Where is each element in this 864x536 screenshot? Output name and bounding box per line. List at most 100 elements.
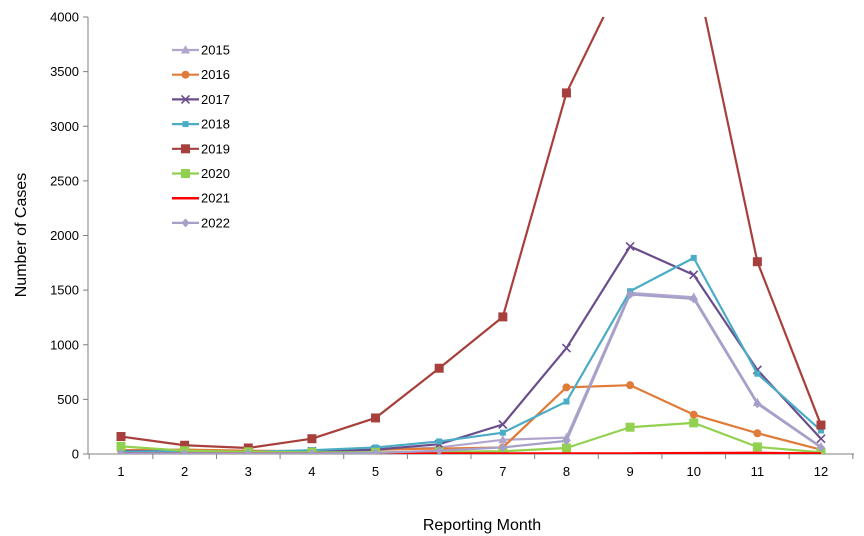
data-point-2017 <box>625 241 635 251</box>
y-tick-label: 3000 <box>50 119 79 134</box>
legend-entry-2017: 2017 <box>172 92 230 107</box>
x-tick-label: 8 <box>563 464 570 479</box>
y-tick-label: 1000 <box>50 337 79 352</box>
x-tick-label: 10 <box>686 464 700 479</box>
data-point-2019 <box>180 440 190 450</box>
legend: 2015 2016 2017 2018 2019 2020 2021 2022 <box>172 43 230 230</box>
x-tick-label: 3 <box>245 464 252 479</box>
series-line-2020 <box>120 421 822 454</box>
legend-label: 2021 <box>201 191 230 206</box>
data-point-2022 <box>626 289 635 299</box>
legend-swatch-marker-stroke <box>180 94 191 104</box>
legend-entry-2016: 2016 <box>172 67 230 82</box>
y-axis-title: Number of Cases <box>13 173 30 298</box>
legend-label: 2022 <box>201 215 230 230</box>
data-point-2018 <box>499 429 506 436</box>
legend-swatch-marker <box>181 218 190 228</box>
y-tick-label: 1500 <box>50 283 79 298</box>
y-tick-label: 4000 <box>50 10 79 25</box>
data-point-2022 <box>562 436 571 446</box>
data-point-2019 <box>371 413 381 423</box>
series-layer <box>116 17 826 454</box>
data-point-2019 <box>116 432 126 442</box>
data-point-2016 <box>753 429 762 438</box>
legend-entry-2018: 2018 <box>172 117 230 132</box>
series-line-2022 <box>121 293 822 454</box>
data-point-2015 <box>498 434 508 444</box>
series-line-2019 <box>120 17 823 450</box>
data-point-2022 <box>498 442 507 452</box>
series-line-2015 <box>120 291 822 454</box>
data-point-2019 <box>434 363 444 373</box>
x-tick-label: 4 <box>308 464 315 479</box>
data-point-2018 <box>563 398 570 405</box>
data-point-2020 <box>116 441 126 451</box>
x-tick-label: 1 <box>117 464 124 479</box>
legend-label: 2017 <box>201 92 230 107</box>
series-line-2016 <box>120 384 822 453</box>
y-tick-label: 500 <box>57 392 79 407</box>
x-axis-title: Reporting Month <box>423 517 541 534</box>
legend-swatch-marker <box>181 169 190 178</box>
data-point-2022 <box>435 446 444 454</box>
data-point-2020 <box>689 418 699 428</box>
legend-entry-2020: 2020 <box>172 166 230 181</box>
data-point-2017-stroke <box>689 270 699 280</box>
legend-label: 2015 <box>201 43 230 58</box>
y-tick-label: 2000 <box>50 228 79 243</box>
y-tick-label: 0 <box>72 447 79 462</box>
data-point-2017-stroke <box>561 343 572 353</box>
data-point-2017-stroke <box>625 241 635 251</box>
data-point-2016 <box>562 383 571 392</box>
data-point-2018 <box>754 370 761 377</box>
data-point-2022 <box>817 442 825 452</box>
y-tick-label: 2500 <box>50 173 79 188</box>
x-tick-label: 12 <box>814 464 828 479</box>
data-point-2017 <box>498 419 508 430</box>
legend-entry-2015: 2015 <box>172 43 230 58</box>
series-2022 <box>117 289 825 454</box>
legend-entry-2022: 2022 <box>172 215 230 230</box>
data-point-2018 <box>436 438 443 445</box>
data-point-2018 <box>818 427 824 434</box>
data-point-2020 <box>625 422 635 432</box>
data-point-2017 <box>816 434 826 444</box>
data-point-2020 <box>752 442 762 452</box>
data-point-2019 <box>752 257 762 267</box>
legend-swatch-marker <box>181 144 190 154</box>
data-point-2022 <box>244 448 253 454</box>
data-point-2017-stroke <box>816 434 826 444</box>
series-2017 <box>116 241 826 454</box>
data-point-2019 <box>307 434 317 444</box>
data-point-2019 <box>498 312 508 322</box>
legend-label: 2016 <box>201 67 230 82</box>
legend-swatch-marker <box>181 45 190 54</box>
series-2018 <box>118 254 824 454</box>
data-point-2020 <box>561 443 571 453</box>
legend-swatch-marker <box>182 121 189 128</box>
legend-swatch-marker <box>180 94 191 104</box>
legend-label: 2018 <box>201 117 230 132</box>
series-line-2018 <box>120 256 822 453</box>
x-tick-label: 5 <box>372 464 379 479</box>
legend-entry-2019: 2019 <box>172 141 230 156</box>
data-point-2022 <box>180 448 189 454</box>
data-point-2022 <box>753 399 762 409</box>
data-point-2022 <box>371 448 380 454</box>
data-point-2016 <box>689 410 698 419</box>
data-point-2022 <box>117 448 125 454</box>
y-tick-label: 3500 <box>50 64 79 79</box>
legend-entry-2021: 2021 <box>172 191 230 206</box>
data-point-2019 <box>816 420 826 430</box>
data-point-2019 <box>561 88 571 98</box>
x-tick-label: 7 <box>499 464 506 479</box>
data-point-2018 <box>372 444 379 451</box>
legend-label: 2019 <box>201 141 230 156</box>
data-point-2016 <box>626 381 635 390</box>
legend-swatch-marker <box>181 70 190 79</box>
data-point-2017 <box>689 270 699 280</box>
x-tick-label: 2 <box>181 464 188 479</box>
data-point-2017 <box>561 343 572 353</box>
